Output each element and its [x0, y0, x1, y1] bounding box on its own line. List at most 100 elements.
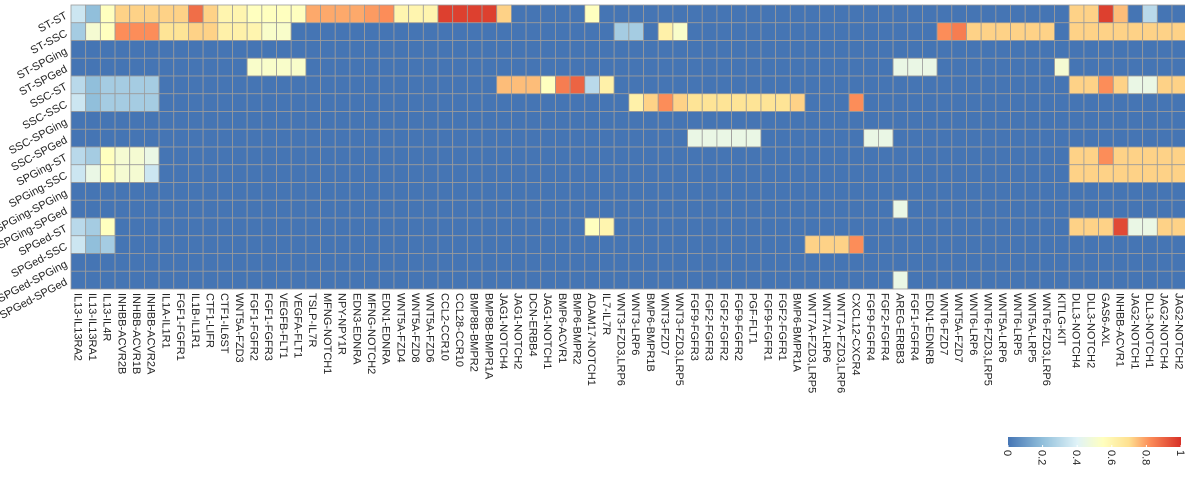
heatmap-cell — [892, 217, 909, 237]
heatmap-cell — [833, 22, 850, 41]
heatmap-cell — [833, 199, 850, 219]
heatmap-cell — [261, 22, 277, 41]
heatmap-cell — [1010, 199, 1026, 219]
heatmap-cell — [290, 40, 307, 59]
heatmap-cell — [188, 40, 204, 59]
heatmap-cell — [980, 40, 997, 59]
heatmap-cell — [657, 164, 674, 183]
heatmap-cell — [481, 235, 498, 254]
heatmap-cell — [819, 182, 835, 201]
heatmap-cell — [804, 40, 821, 59]
heatmap-cell — [481, 146, 498, 166]
heatmap-cell — [525, 57, 542, 77]
heatmap-cell — [334, 128, 351, 148]
heatmap-cell — [966, 235, 982, 254]
heatmap-cell — [202, 40, 219, 59]
heatmap-cell — [922, 270, 938, 290]
heatmap-cell — [1039, 253, 1055, 272]
heatmap-cell — [334, 235, 351, 254]
heatmap-cell — [848, 253, 865, 272]
heatmap-cell — [422, 93, 439, 112]
heatmap-cell — [114, 57, 131, 77]
heatmap-cell — [540, 22, 556, 41]
heatmap-cell — [1098, 40, 1114, 59]
heatmap-cell — [232, 128, 248, 148]
heatmap-cell — [745, 111, 762, 130]
heatmap-cell — [878, 235, 894, 254]
heatmap-cell — [980, 57, 997, 77]
heatmap-cell — [599, 146, 615, 166]
column-label: INHBB-ACVR1 — [1114, 293, 1126, 367]
heatmap-cell — [349, 270, 366, 290]
heatmap-cell — [878, 4, 894, 24]
heatmap-cell — [657, 4, 674, 24]
heatmap-cell — [555, 93, 571, 112]
heatmap-cell — [775, 164, 791, 183]
heatmap-cell — [687, 199, 703, 219]
heatmap-cell — [261, 235, 277, 254]
heatmap-cell — [1142, 22, 1158, 41]
heatmap-cell — [173, 253, 189, 272]
heatmap-cell — [129, 146, 145, 166]
heatmap-cell — [1127, 270, 1144, 290]
heatmap-cell — [599, 4, 615, 24]
heatmap-cell — [555, 128, 571, 148]
heatmap-cell — [745, 128, 762, 148]
heatmap-cell — [143, 235, 160, 254]
heatmap-cell — [1156, 22, 1173, 41]
heatmap-cell — [1024, 4, 1041, 24]
heatmap-cell — [437, 40, 454, 59]
heatmap-cell — [878, 146, 894, 166]
heatmap-cell — [745, 93, 762, 112]
heatmap-cell — [1010, 253, 1026, 272]
heatmap-cell — [892, 253, 909, 272]
heatmap-cell — [393, 199, 410, 219]
heatmap-cell — [1171, 164, 1185, 183]
heatmap-cell — [525, 146, 542, 166]
heatmap-cell — [481, 182, 498, 201]
heatmap-cell — [613, 270, 630, 290]
heatmap-cell — [922, 235, 938, 254]
heatmap-cell — [364, 93, 380, 112]
heatmap-cell — [496, 253, 512, 272]
heatmap-cell — [936, 40, 953, 59]
heatmap-cell — [1068, 253, 1085, 272]
heatmap-cell — [378, 270, 395, 290]
heatmap-cell — [672, 253, 688, 272]
heatmap-cell — [995, 40, 1011, 59]
heatmap-cell — [701, 270, 718, 290]
column-label: NPY-NPY1R — [336, 293, 348, 355]
heatmap-cell — [731, 164, 747, 183]
heatmap-cell — [290, 164, 307, 183]
heatmap-cell — [980, 111, 997, 130]
heatmap-cell — [334, 253, 351, 272]
heatmap-cell — [892, 146, 909, 166]
heatmap-cell — [1083, 22, 1100, 41]
heatmap-cell — [1142, 217, 1158, 237]
heatmap-cell — [819, 40, 835, 59]
heatmap-cell — [936, 57, 953, 77]
heatmap-cell — [173, 146, 189, 166]
heatmap-cell — [1127, 217, 1144, 237]
heatmap-cell — [819, 217, 835, 237]
heatmap-cell — [510, 93, 527, 112]
heatmap-cell — [833, 93, 850, 112]
heatmap-cell — [232, 93, 248, 112]
heatmap-cell — [657, 57, 674, 77]
column-label: WNT6-FZD3,LRP5 — [982, 293, 994, 386]
heatmap-cell — [687, 22, 703, 41]
heatmap-cell — [290, 199, 307, 219]
heatmap-cell — [716, 270, 732, 290]
heatmap-cell — [716, 146, 732, 166]
heatmap-cell — [143, 22, 160, 41]
heatmap-cell — [437, 199, 454, 219]
heatmap-cell — [1010, 270, 1026, 290]
heatmap-cell — [129, 40, 145, 59]
heatmap-cell — [628, 128, 644, 148]
heatmap-cell — [114, 235, 131, 254]
heatmap-cell — [202, 57, 219, 77]
heatmap-cell — [1083, 4, 1100, 24]
heatmap-cell — [481, 253, 498, 272]
heatmap-cell — [129, 270, 145, 290]
heatmap-cell — [320, 93, 336, 112]
